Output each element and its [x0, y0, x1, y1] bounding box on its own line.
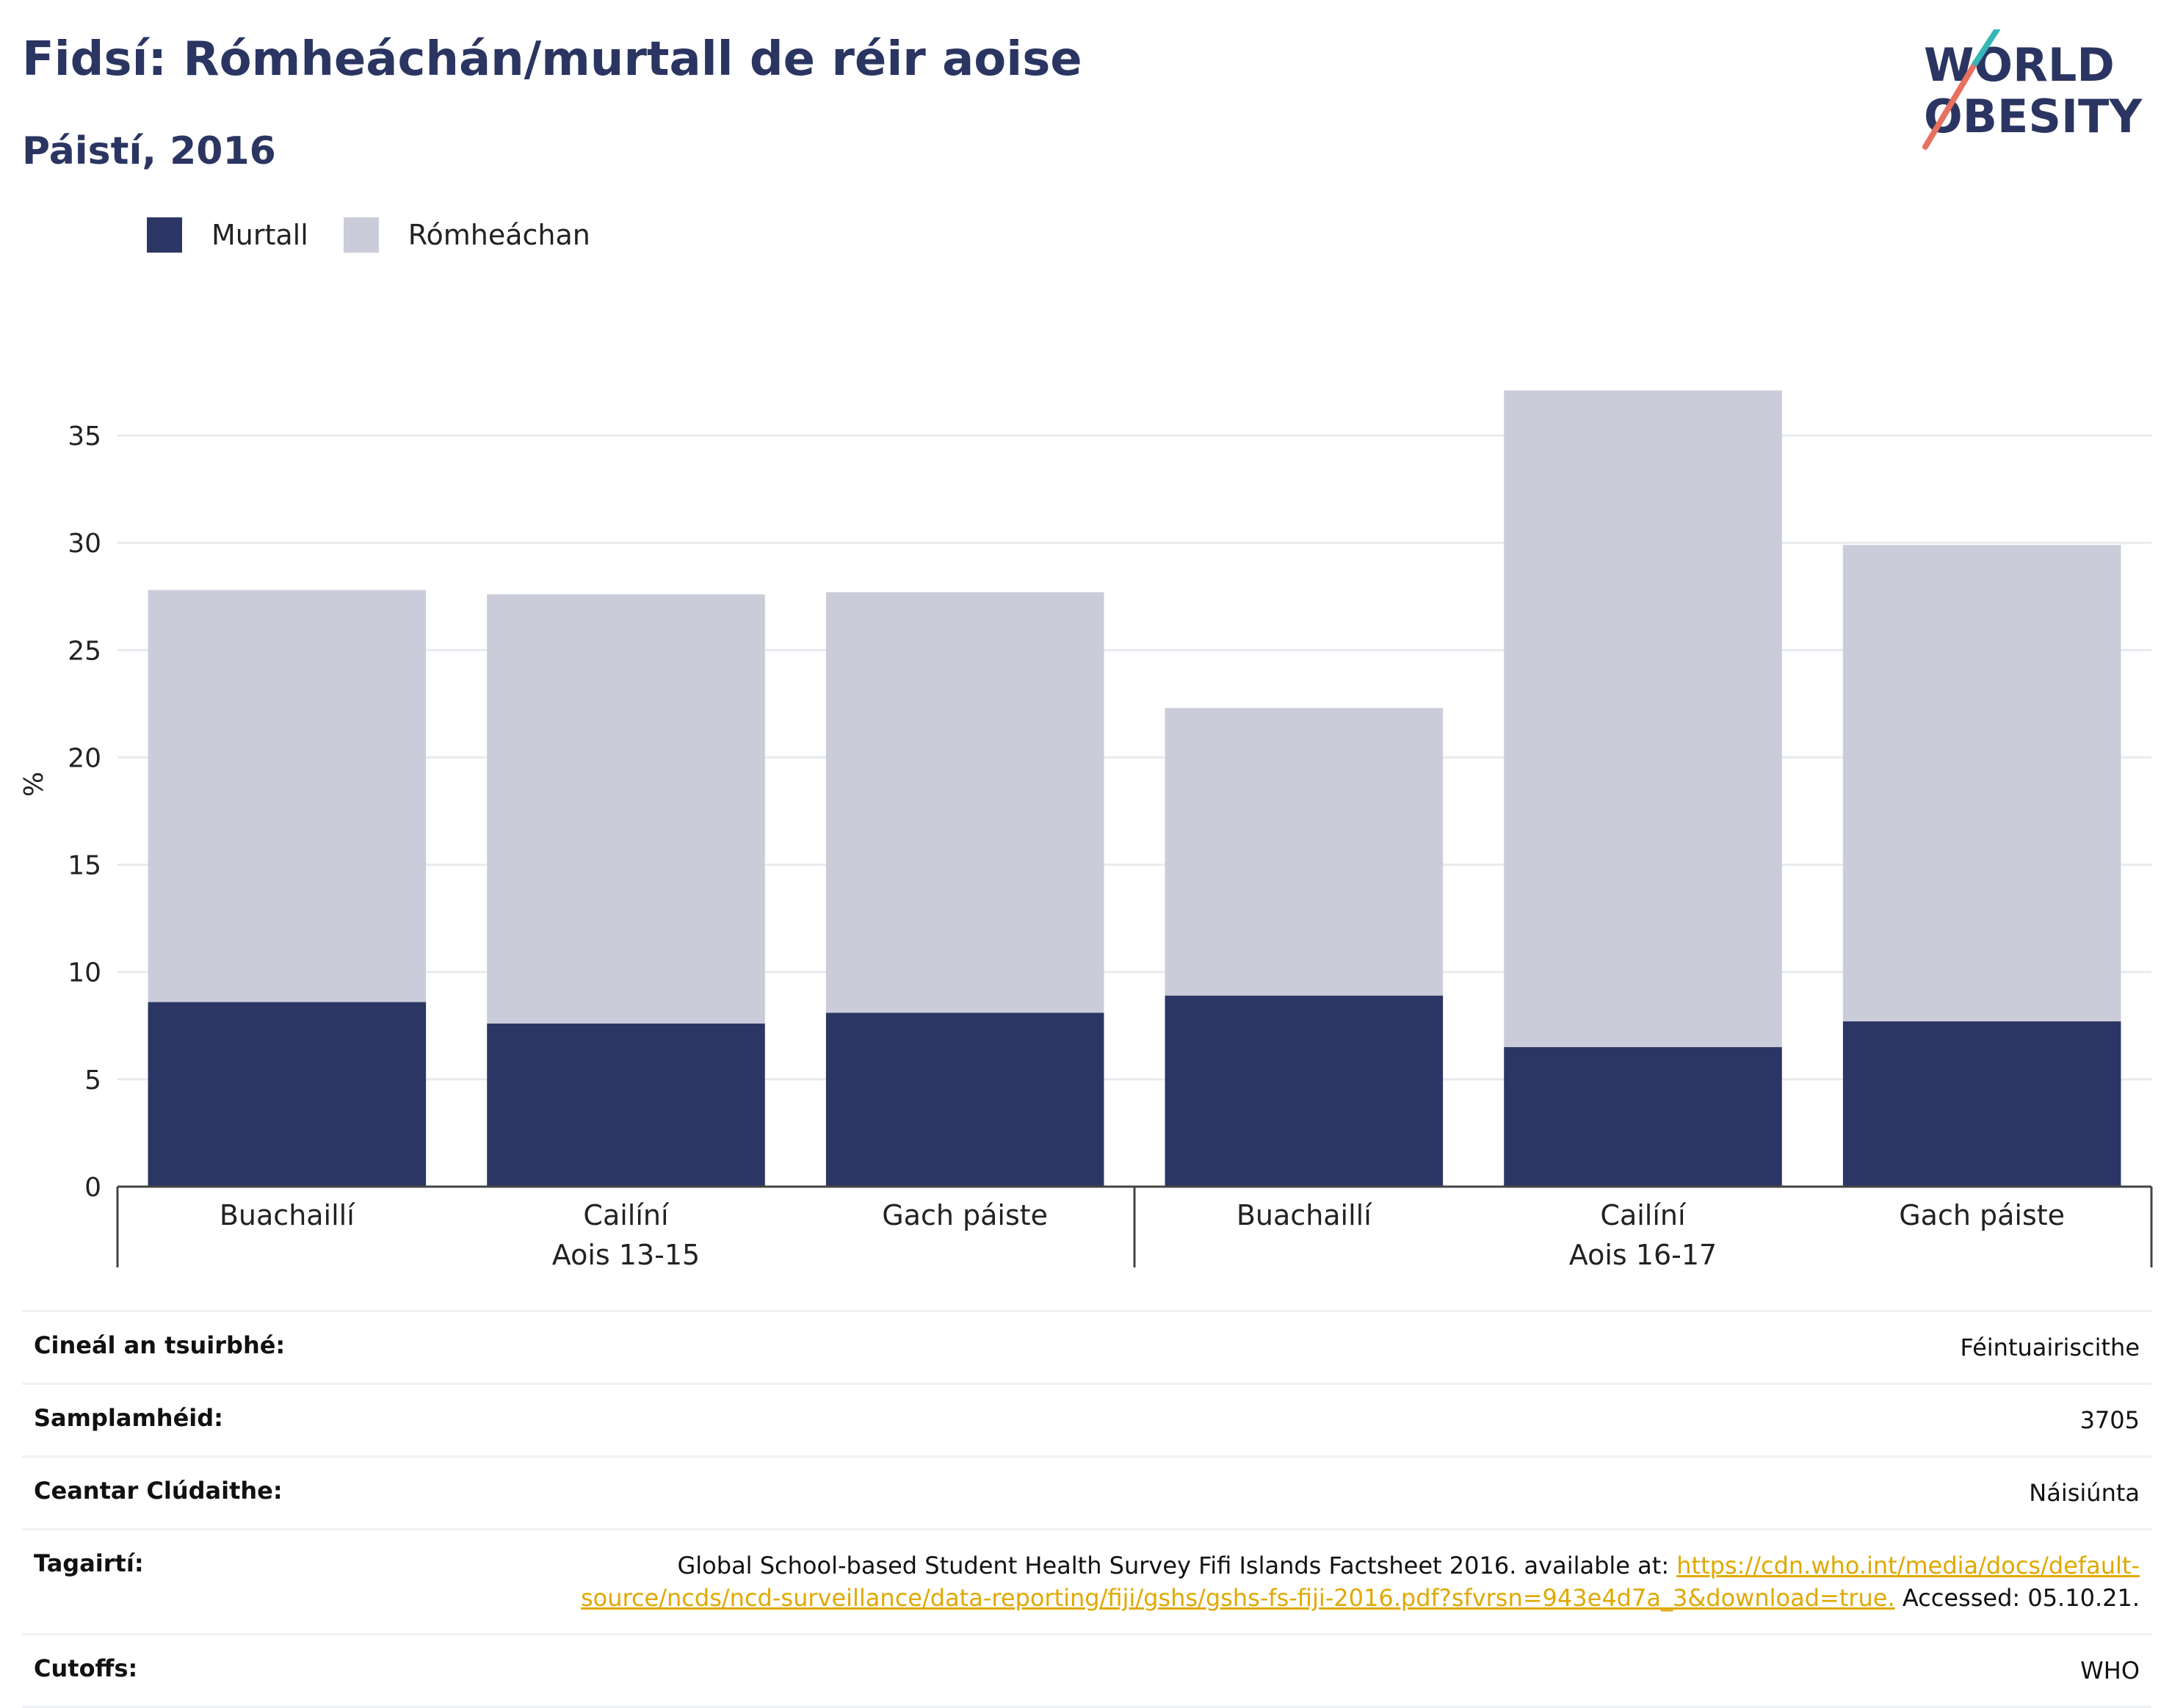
- info-row-cutoffs: Cutoffs: WHO: [22, 1633, 2151, 1708]
- bar-murtall: [148, 1002, 427, 1187]
- info-table: Cineál an tsuirbhé: Féintuairiscithe Sam…: [22, 1310, 2151, 1708]
- logo-line1: WORLD: [1924, 38, 2115, 92]
- legend-swatch-murtall: [147, 217, 182, 253]
- x-tick-label: Cailíní: [1600, 1199, 1687, 1231]
- x-tick-label: Cailíní: [583, 1199, 670, 1231]
- group-label: Aois 13-15: [552, 1239, 700, 1271]
- bar-murtall: [1165, 995, 1444, 1187]
- x-tick-label: Gach páiste: [882, 1199, 1048, 1231]
- world-obesity-logo: WORLD OBESITY: [1922, 29, 2143, 150]
- bar-romheachan: [487, 594, 765, 1024]
- cutoffs-label: Cutoffs:: [34, 1654, 138, 1682]
- sample-value: 3705: [2079, 1406, 2140, 1434]
- legend-swatch-romheachan: [343, 217, 379, 253]
- info-row-survey-type: Cineál an tsuirbhé: Féintuairiscithe: [22, 1310, 2151, 1383]
- bar-romheachan: [825, 592, 1104, 1013]
- chart-subtitle: Páistí, 2016: [22, 129, 276, 173]
- cutoffs-value: WHO: [2080, 1657, 2140, 1685]
- chart-title: Fidsí: Rómheáchán/murtall de réir aoise: [22, 32, 1082, 87]
- area-label: Ceantar Clúdaithe:: [34, 1477, 283, 1505]
- bar-murtall: [1842, 1021, 2121, 1187]
- survey-type-label: Cineál an tsuirbhé:: [34, 1331, 286, 1359]
- x-tick-label: Gach páiste: [1899, 1199, 2065, 1231]
- bar-romheachan: [148, 590, 427, 1002]
- y-tick-label: 25: [68, 636, 101, 666]
- area-value: Náisiúnta: [2029, 1479, 2140, 1507]
- references-label: Tagairtí:: [34, 1549, 144, 1577]
- legend-item-romheachan[interactable]: Rómheáchan: [343, 217, 590, 253]
- legend-label-romheachan: Rómheáchan: [408, 219, 590, 251]
- bar-romheachan: [1165, 708, 1444, 996]
- info-row-sample: Samplamhéid: 3705: [22, 1383, 2151, 1455]
- y-tick-label: 30: [68, 529, 101, 559]
- references-link[interactable]: https://cdn.who.int/media/docs/default-s…: [580, 1552, 2140, 1612]
- bar-romheachan: [1842, 545, 2121, 1021]
- bar-murtall: [1504, 1047, 1782, 1187]
- chart-legend: Murtall Rómheáchan: [147, 217, 626, 253]
- group-label: Aois 16-17: [1569, 1239, 1717, 1271]
- legend-label-murtall: Murtall: [211, 219, 308, 251]
- sample-label: Samplamhéid:: [34, 1404, 223, 1432]
- y-tick-label: 35: [68, 421, 101, 452]
- logo-line2: OBESITY: [1924, 90, 2143, 143]
- y-tick-label: 0: [84, 1173, 101, 1203]
- references-value: Global School-based Student Health Surve…: [524, 1549, 2140, 1614]
- bar-chart: 0 5 10 15 20 25 30 35% Buachaillí Cailíní Gach pái…: [19, 390, 2153, 1271]
- legend-item-murtall[interactable]: Murtall: [147, 217, 308, 253]
- references-text: Global School-based Student Health Surve…: [677, 1552, 1677, 1579]
- y-tick-label: 5: [84, 1065, 101, 1096]
- bar-murtall: [825, 1013, 1104, 1187]
- y-tick-label: 10: [68, 958, 101, 988]
- references-accessed: Accessed: 05.10.21.: [1894, 1584, 2140, 1612]
- info-row-references: Tagairtí: Global School-based Student He…: [22, 1528, 2151, 1633]
- x-tick-label: Buachaillí: [220, 1199, 355, 1231]
- bar-romheachan: [1504, 390, 1782, 1048]
- y-tick-label: 20: [68, 743, 101, 773]
- info-row-area: Ceantar Clúdaithe: Náisiúnta: [22, 1455, 2151, 1528]
- bar-murtall: [487, 1023, 765, 1187]
- y-tick-label: 15: [68, 851, 101, 881]
- y-axis-label: %: [19, 772, 49, 797]
- survey-type-value: Féintuairiscithe: [1960, 1334, 2140, 1361]
- x-tick-label: Buachaillí: [1237, 1199, 1372, 1231]
